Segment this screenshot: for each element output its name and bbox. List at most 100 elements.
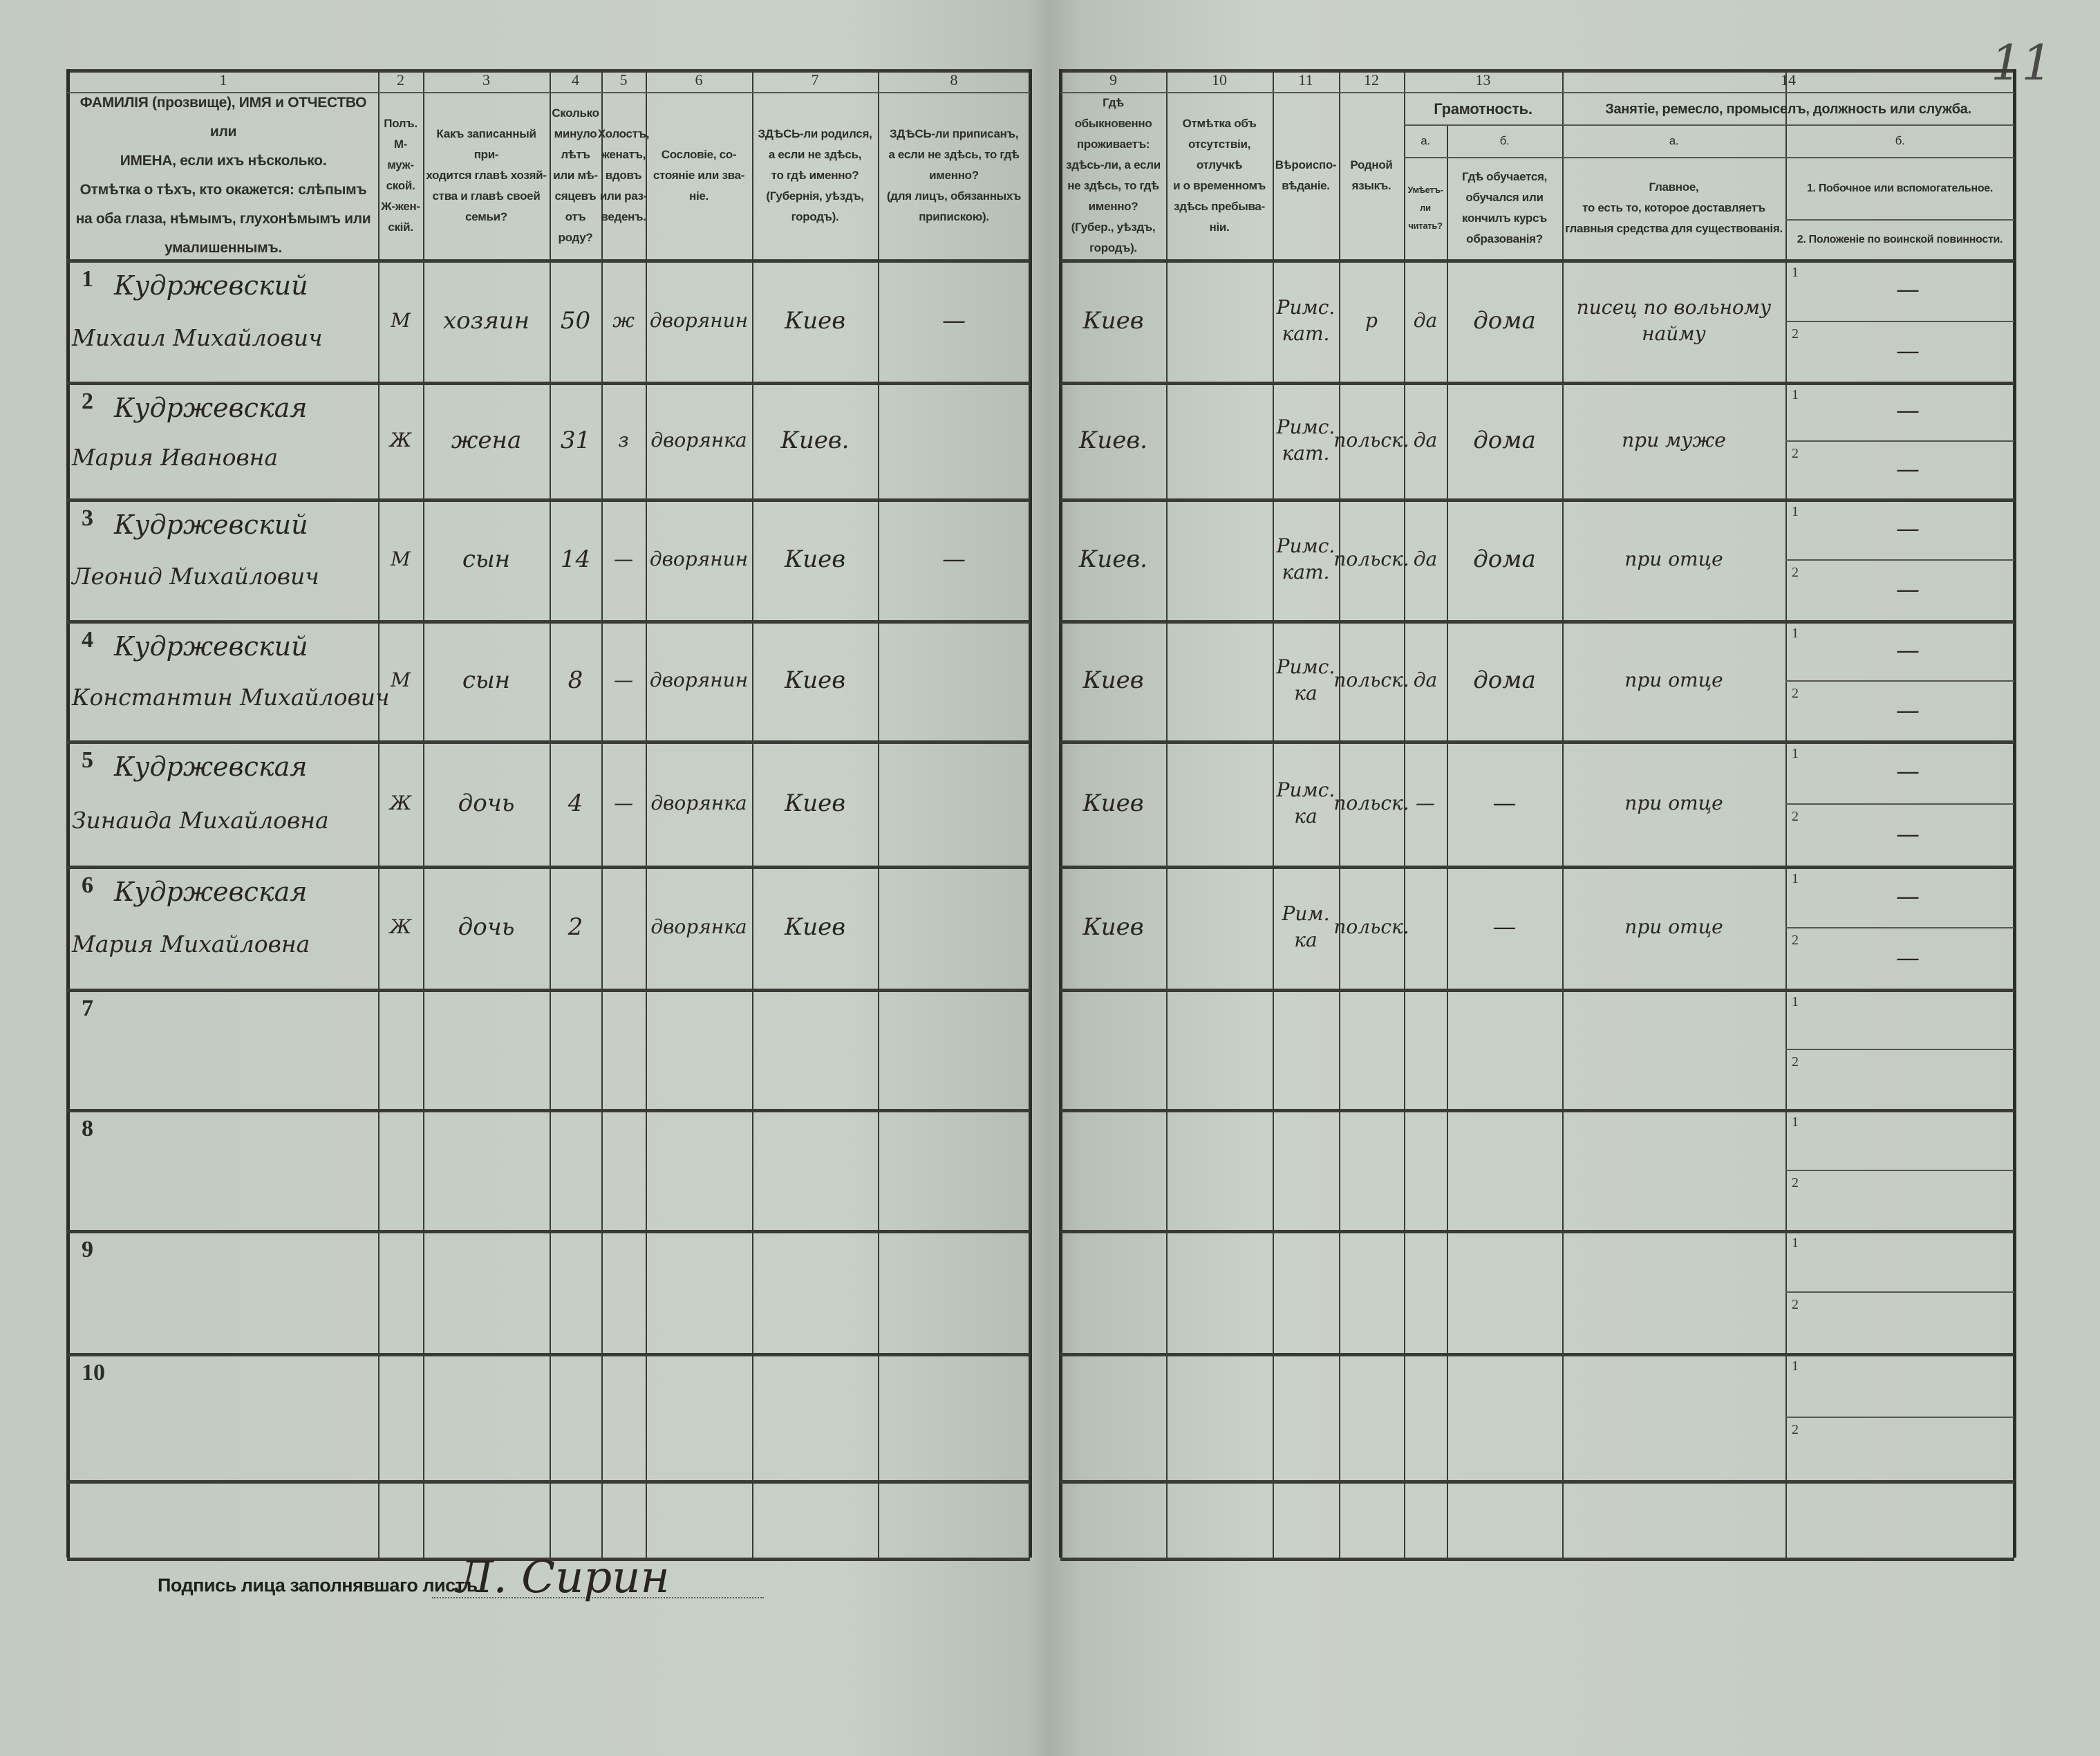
cell-religion: Римс. ка	[1276, 778, 1335, 828]
cell-side-occupation: —	[1896, 515, 1920, 543]
row-number: 4	[82, 627, 93, 653]
subrow-number: 1	[1792, 746, 1799, 761]
column-divider	[378, 69, 379, 1558]
subrow-divider	[1785, 440, 2014, 442]
row-divider	[67, 382, 1030, 385]
subrow-number: 2	[1792, 446, 1799, 461]
cell-birthplace: Киев	[784, 789, 846, 817]
cell-age: 2	[568, 913, 583, 941]
row-divider	[1060, 498, 2014, 502]
row-divider	[67, 1230, 1030, 1233]
subrow-number: 1	[1792, 504, 1799, 519]
row-divider	[1060, 1480, 2014, 1484]
cell-absence	[1168, 505, 1271, 613]
row-number: 3	[82, 505, 93, 531]
gutter-border	[1059, 69, 1062, 1558]
cell-relation: дочь	[458, 913, 515, 941]
subrow-divider	[1785, 927, 2014, 928]
subrow-number: 2	[1792, 1297, 1799, 1312]
row-divider	[1060, 1230, 2014, 1233]
cell-education: дома	[1473, 545, 1536, 573]
cell-residence: Киев	[1082, 666, 1144, 694]
cell-birthplace: Киев	[784, 545, 846, 573]
subrow-number: 2	[1792, 933, 1799, 948]
cell-religion: Римс. кат.	[1276, 534, 1335, 583]
column-header-c5: Холостъ, женатъ, вдовъ или раз- веденъ.	[597, 127, 650, 223]
cell-literate	[1405, 872, 1445, 982]
column-number: 11	[1298, 71, 1313, 88]
subrow-number: 2	[1792, 1054, 1799, 1070]
subrow-number: 1	[1792, 871, 1799, 886]
subrow-number: 1	[1792, 1235, 1799, 1251]
gutter-border	[1029, 69, 1032, 1558]
subrow-number: 2	[1792, 809, 1799, 824]
subrow-divider	[1785, 1049, 2014, 1050]
cell-occupation: писец по вольному найму	[1576, 295, 1772, 345]
cell-sex: М	[391, 669, 411, 691]
row-divider	[1060, 1109, 2014, 1112]
column-divider	[1785, 69, 1787, 1558]
cell-language: польск.	[1333, 915, 1409, 938]
row-divider	[67, 866, 1030, 869]
cell-sex: Ж	[389, 915, 412, 938]
cell-language: р	[1365, 308, 1378, 332]
cell-relation: сын	[462, 545, 511, 573]
cell-registered: —	[942, 306, 966, 335]
cell-marital: —	[614, 791, 633, 814]
cell-sex: Ж	[389, 428, 412, 451]
row-divider	[67, 620, 1030, 624]
signature: Л. Сирин	[456, 1552, 670, 1603]
column-header-c12: Родной языкъ.	[1350, 158, 1393, 192]
column-header-c6: Сословіе, со- стояніе или зва- ніе.	[653, 148, 745, 203]
cell-education: дома	[1473, 306, 1536, 335]
cell-sex: М	[391, 548, 411, 570]
cell-sex: Ж	[389, 791, 412, 814]
row-divider	[1060, 620, 2014, 624]
given-name-patronymic: Константин Михайлович	[72, 684, 390, 711]
column-divider	[550, 69, 551, 1558]
subheader-divider	[1785, 219, 2014, 221]
column-number: 2	[397, 71, 404, 88]
cell-residence: Киев.	[1079, 545, 1147, 573]
row-divider	[67, 740, 1030, 744]
cell-birthplace: Киев	[784, 306, 846, 335]
surname: Кудржевский	[114, 631, 308, 662]
row-number: 1	[82, 266, 93, 292]
given-name-patronymic: Михаил Михайлович	[72, 324, 323, 351]
cell-literate: да	[1413, 428, 1438, 451]
subrow-number: 1	[1792, 1358, 1799, 1374]
cell-residence: Киев	[1082, 789, 1144, 817]
row-number: 9	[82, 1237, 93, 1262]
cell-literate: да	[1413, 548, 1438, 570]
column-divider	[1404, 69, 1405, 1558]
row-number: 10	[82, 1360, 105, 1385]
cell-occupation: при отце	[1624, 548, 1723, 570]
group-divider	[1404, 157, 2014, 158]
subrow-divider	[1785, 321, 2014, 322]
subrow-number: 1	[1792, 265, 1799, 280]
row-divider	[1060, 740, 2014, 744]
row-divider	[67, 1109, 1030, 1112]
row-divider	[67, 1480, 1030, 1484]
surname: Кудржевский	[114, 510, 308, 540]
cell-age: 4	[568, 789, 583, 817]
table-right-border	[2013, 69, 2016, 1558]
column-divider	[423, 69, 424, 1558]
column-number: 9	[1109, 71, 1117, 88]
column-number: 4	[572, 71, 579, 88]
column-number: 10	[1212, 71, 1227, 88]
column-header-c7: ЗДѢСЬ-ли родился, а если не здѣсь, то гд…	[758, 127, 872, 223]
cell-religion: Рим. ка	[1282, 902, 1330, 951]
cell-occupation: при муже	[1622, 428, 1726, 451]
cell-military-status: —	[1896, 337, 1920, 365]
cell-age: 31	[560, 426, 591, 454]
column-number: 13	[1475, 71, 1491, 88]
column-header-occupation: Занятіе, ремесло, промыселъ, должность и…	[1605, 102, 1971, 117]
subrow-divider	[1785, 1291, 2014, 1293]
column-header-c1: ФАМИЛІЯ (прозвище), ИМЯ и ОТЧЕСТВО или И…	[75, 95, 371, 256]
given-name-patronymic: Зинаида Михайловна	[72, 806, 329, 834]
column-divider	[1166, 69, 1168, 1558]
cell-literate: да	[1413, 669, 1438, 691]
subheader-letter: а.	[1421, 134, 1430, 147]
cell-registered	[879, 872, 1029, 982]
